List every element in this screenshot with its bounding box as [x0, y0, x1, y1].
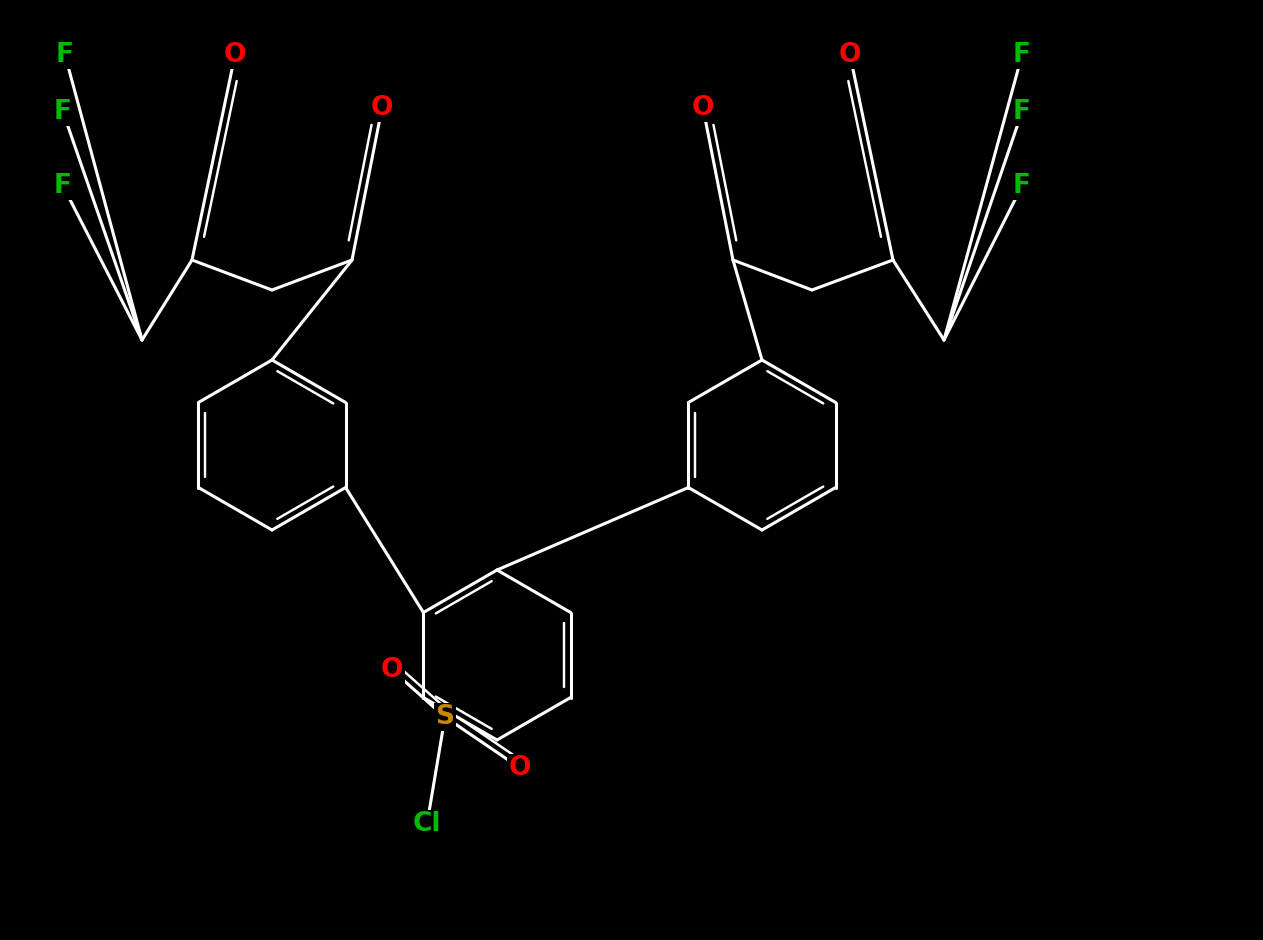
Text: F: F: [54, 173, 72, 199]
Text: F: F: [56, 42, 75, 68]
Text: S: S: [436, 704, 455, 730]
Text: F: F: [54, 99, 72, 125]
Text: F: F: [1013, 42, 1031, 68]
Text: O: O: [371, 95, 393, 121]
Text: O: O: [839, 42, 861, 68]
Text: F: F: [1013, 173, 1031, 199]
Text: O: O: [509, 755, 532, 781]
Text: Cl: Cl: [413, 811, 441, 837]
Text: O: O: [380, 657, 403, 683]
Text: F: F: [1013, 99, 1031, 125]
Text: O: O: [692, 95, 715, 121]
Text: O: O: [224, 42, 246, 68]
